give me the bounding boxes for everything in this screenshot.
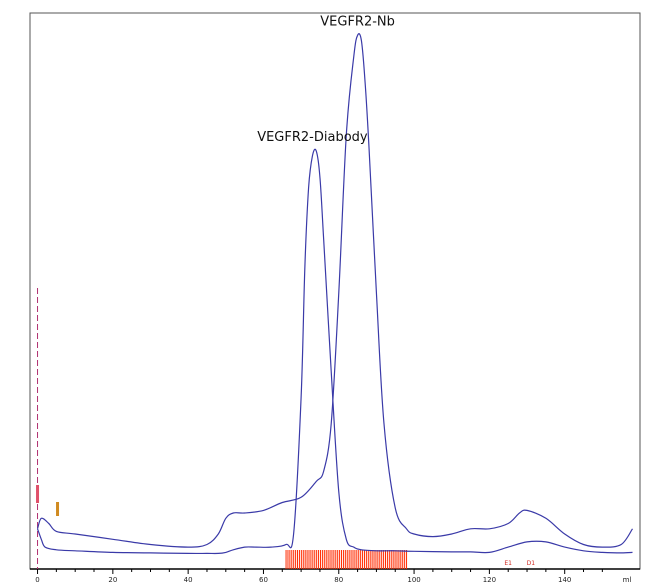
x-tick-label-6: 120 — [483, 576, 496, 584]
x-axis-ticks: 0 20 40 60 80 100 120 140 ml — [35, 569, 631, 584]
x-tick-label-3: 60 — [259, 576, 268, 584]
x-tick-label-2: 40 — [184, 576, 193, 584]
log-event-mark-0 — [36, 485, 40, 503]
x-axis-unit: ml — [623, 576, 632, 584]
trace-1 — [36, 33, 634, 548]
peak-label-0: VEGFR2-Nb — [320, 14, 395, 29]
x-tick-label-5: 100 — [407, 576, 420, 584]
peak-annotations: VEGFR2-Nb VEGFR2-Diabody — [257, 14, 395, 145]
traces — [36, 33, 634, 555]
trace-0 — [36, 148, 633, 555]
x-tick-label-1: 20 — [108, 576, 117, 584]
x-tick-label-4: 80 — [334, 576, 343, 584]
x-tick-label-0: 0 — [35, 576, 39, 584]
fraction-markers — [285, 550, 408, 569]
log-event-mark-1 — [56, 502, 60, 516]
injection-marker — [36, 288, 60, 569]
event-marks: E1 D1 — [504, 560, 535, 567]
peak-label-1: VEGFR2-Diabody — [257, 130, 368, 145]
event-mark-1: D1 — [527, 560, 536, 567]
plot-frame — [29, 12, 641, 570]
event-mark-0: E1 — [504, 560, 512, 567]
x-tick-label-7: 140 — [558, 576, 571, 584]
